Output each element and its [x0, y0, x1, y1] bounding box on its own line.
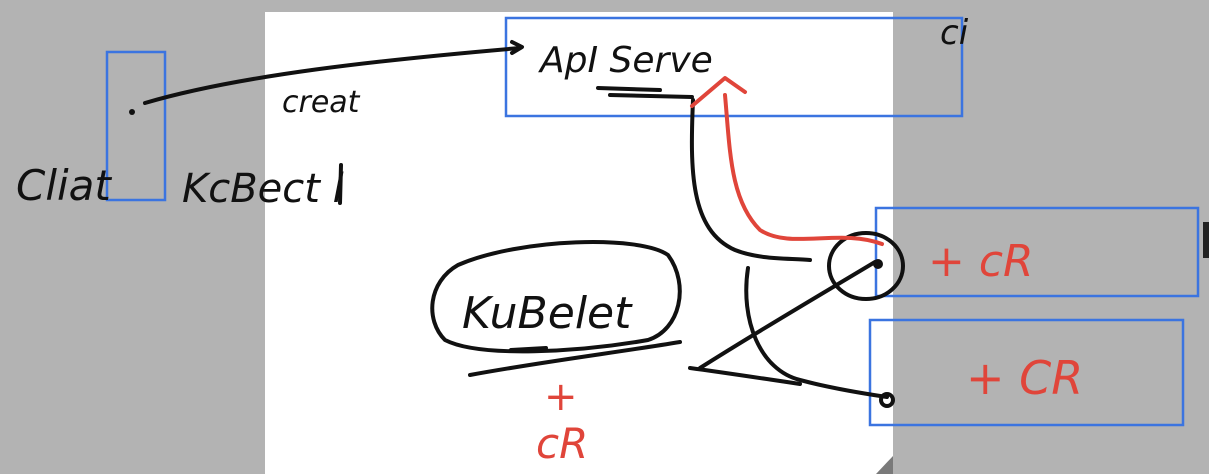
cr1-connection-circle — [827, 231, 905, 301]
cr-box-2-label: + CR — [966, 351, 1083, 405]
kubelet-label: KuBelet — [462, 288, 633, 339]
cr-to-api-red-arrowhead — [690, 76, 747, 108]
kubelet-link-line — [688, 366, 802, 386]
watch-line-bottom — [744, 266, 889, 399]
kubelet-bubble — [430, 240, 682, 354]
kubelet-plus: + — [544, 374, 578, 420]
api-server-underline-2 — [608, 93, 694, 99]
create-arrow-line — [143, 46, 522, 105]
cr-box-1 — [874, 206, 1200, 298]
watch-line-top — [689, 98, 812, 262]
api-server-label: ApI Serve — [538, 40, 713, 81]
ci-label: ci — [940, 13, 969, 53]
kubectl-bar — [338, 163, 343, 205]
cr-box-1-label: + cR — [928, 236, 1034, 287]
kubelet-cr-label: cR — [536, 419, 588, 468]
kubelet-underline-short — [509, 346, 548, 352]
client-label: Cliat — [16, 161, 112, 210]
kubectl-box — [105, 50, 167, 202]
kubectl-label: KcBect l — [182, 166, 344, 212]
cr1-connector — [873, 259, 883, 269]
kubelet-underline — [468, 340, 682, 377]
create-arrow-head — [510, 40, 524, 55]
api-server-underline-1 — [596, 86, 662, 92]
client-dot — [129, 109, 135, 115]
cr-to-api-red-line — [723, 93, 884, 246]
api-server-box — [504, 16, 964, 118]
page-curl — [876, 456, 893, 474]
cr-box-2 — [868, 318, 1185, 427]
kubelet-to-cr1-line — [698, 260, 877, 370]
scroll-edge-marker — [1203, 222, 1209, 258]
create-label: creat — [282, 85, 361, 120]
cr2-connector — [879, 392, 895, 408]
